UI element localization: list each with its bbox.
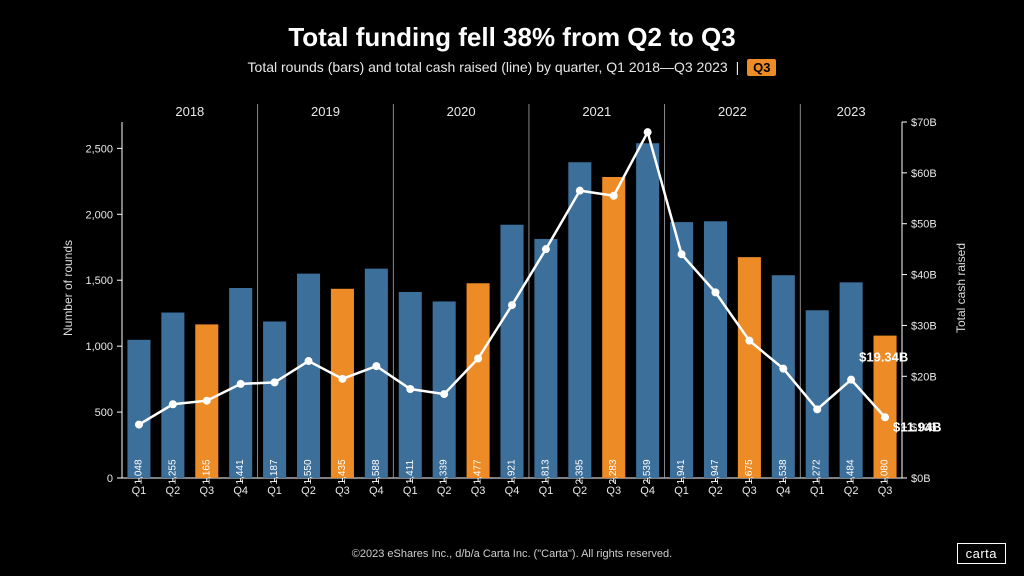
line-marker — [372, 362, 380, 370]
x-tick-label: Q1 — [132, 485, 147, 497]
x-tick-label: Q3 — [606, 485, 621, 497]
carta-logo: carta — [957, 543, 1006, 564]
y-right-tick: $50B — [911, 219, 937, 231]
bar — [331, 289, 354, 478]
line-marker — [576, 187, 584, 195]
line-marker — [542, 245, 550, 253]
year-label: 2020 — [447, 104, 476, 119]
x-tick-label: Q2 — [437, 485, 452, 497]
q3-badge: Q3 — [747, 59, 776, 76]
x-tick-label: Q3 — [199, 485, 214, 497]
x-tick-label: Q3 — [335, 485, 350, 497]
y-left-tick: 1,500 — [85, 275, 113, 287]
x-tick-label: Q3 — [742, 485, 757, 497]
x-tick-label: Q1 — [267, 485, 282, 497]
line-callout: $11.94B — [893, 419, 941, 434]
line-marker — [271, 378, 279, 386]
copyright-footer: ©2023 eShares Inc., d/b/a Carta Inc. ("C… — [0, 548, 1024, 560]
line-marker — [678, 250, 686, 258]
bar — [636, 143, 659, 478]
x-tick-label: Q2 — [572, 485, 587, 497]
line-marker — [508, 301, 516, 309]
funding-chart-svg: 05001,0001,5002,0002,500$0B$10B$20B$30B$… — [68, 100, 956, 512]
y-left-tick: 500 — [95, 407, 113, 419]
year-label: 2023 — [837, 104, 866, 119]
x-tick-label: Q3 — [878, 485, 893, 497]
line-marker — [745, 337, 753, 345]
y-right-tick: $70B — [911, 117, 937, 129]
line-marker — [711, 288, 719, 296]
bar — [365, 269, 388, 478]
y-right-tick: $20B — [911, 371, 937, 383]
line-marker — [135, 421, 143, 429]
line-marker — [847, 376, 855, 384]
x-tick-label: Q4 — [776, 485, 791, 497]
x-tick-label: Q2 — [166, 485, 181, 497]
line-marker — [881, 413, 889, 421]
bar — [263, 321, 286, 478]
bar — [433, 301, 456, 478]
bar — [738, 257, 761, 478]
bar — [806, 310, 829, 478]
line-marker — [406, 385, 414, 393]
y-left-tick: 2,000 — [85, 209, 113, 221]
x-tick-label: Q4 — [369, 485, 384, 497]
line-marker — [779, 365, 787, 373]
line-marker — [203, 397, 211, 405]
bar — [500, 225, 523, 478]
x-tick-label: Q2 — [844, 485, 859, 497]
y-left-tick: 0 — [107, 473, 113, 485]
line-marker — [610, 192, 618, 200]
x-tick-label: Q1 — [539, 485, 554, 497]
line-marker — [440, 390, 448, 398]
subtitle-divider: | — [736, 59, 740, 75]
chart-subtitle: Total rounds (bars) and total cash raise… — [0, 59, 1024, 76]
chart-area: 05001,0001,5002,0002,500$0B$10B$20B$30B$… — [68, 100, 956, 512]
y-right-tick: $40B — [911, 270, 937, 282]
y-right-tick: $60B — [911, 168, 937, 180]
y-left-tick: 2,500 — [85, 143, 113, 155]
bar — [670, 222, 693, 478]
bar — [704, 221, 727, 478]
x-tick-label: Q1 — [674, 485, 689, 497]
bar — [534, 239, 557, 478]
year-label: 2021 — [582, 104, 611, 119]
line-marker — [169, 400, 177, 408]
chart-title: Total funding fell 38% from Q2 to Q3 — [0, 0, 1024, 53]
line-marker — [813, 405, 821, 413]
x-tick-label: Q4 — [505, 485, 520, 497]
y-right-tick: $30B — [911, 320, 937, 332]
bar — [568, 162, 591, 478]
line-marker — [237, 380, 245, 388]
bar — [161, 313, 184, 478]
subtitle-text: Total rounds (bars) and total cash raise… — [248, 59, 728, 75]
year-label: 2019 — [311, 104, 340, 119]
bar — [127, 340, 150, 478]
year-label: 2022 — [718, 104, 747, 119]
bar — [602, 177, 625, 478]
y-left-tick: 1,000 — [85, 341, 113, 353]
x-tick-label: Q2 — [301, 485, 316, 497]
line-marker — [338, 375, 346, 383]
x-tick-label: Q1 — [810, 485, 825, 497]
x-tick-label: Q1 — [403, 485, 418, 497]
x-tick-label: Q2 — [708, 485, 723, 497]
line-callout: $19.34B — [859, 350, 908, 365]
bar — [467, 283, 490, 478]
line-marker — [474, 354, 482, 362]
year-label: 2018 — [175, 104, 204, 119]
x-tick-label: Q4 — [640, 485, 655, 497]
y-right-tick: $0B — [911, 473, 931, 485]
line-marker — [644, 128, 652, 136]
bar — [297, 274, 320, 478]
y-axis-right-label: Total cash raised — [954, 243, 968, 333]
x-tick-label: Q3 — [471, 485, 486, 497]
x-tick-label: Q4 — [233, 485, 248, 497]
line-marker — [305, 357, 313, 365]
